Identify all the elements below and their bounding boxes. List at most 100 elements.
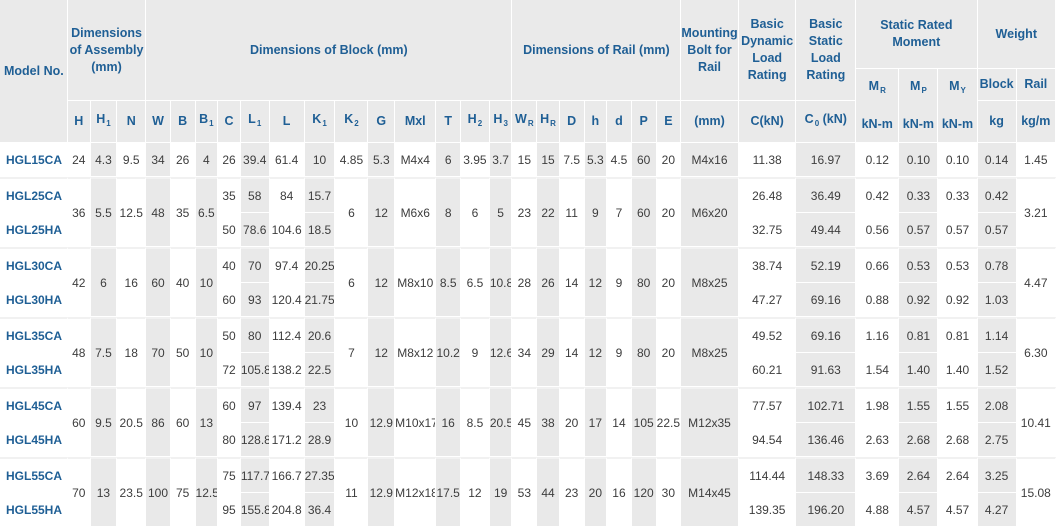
cell-n: 16 [117, 247, 147, 317]
cell-dyn: 60.21 [738, 353, 797, 387]
cell-l1: 97 [240, 387, 270, 423]
cell-rail_w: 6.30 [1016, 317, 1056, 387]
cell-h: 70 [67, 457, 91, 527]
cell-rail_w: 3.21 [1016, 177, 1056, 247]
cell-my: 1.55 [938, 387, 978, 423]
cell-rail_w: 10.41 [1016, 387, 1056, 457]
cell-c: 95 [218, 493, 241, 527]
cell-mr: 1.98 [856, 387, 900, 423]
table-row: HGL55CA 70 13 23.5 100 75 12.5 75 117.7 166.7 27.3… [0, 457, 1056, 527]
cell-l1: 70 [240, 247, 270, 283]
cell-k1: 28.9 [304, 423, 336, 457]
cell-p: 80 [631, 317, 657, 387]
cell-n: 9.5 [117, 143, 147, 177]
cell-l: 166.7 [269, 457, 305, 493]
cell-dyn: 47.27 [738, 283, 797, 317]
cell-n: 23.5 [117, 457, 147, 527]
header-g: G [368, 101, 396, 143]
header-static-unit: C0 (kN) [796, 101, 857, 143]
cell-my: 2.64 [938, 457, 978, 493]
cell-h3: 19 [489, 457, 513, 527]
cell-stat: 91.63 [796, 353, 857, 387]
cell-d: 14 [559, 247, 585, 317]
header-l: L [269, 101, 305, 143]
header-l1: L1 [240, 101, 270, 143]
cell-dyn: 38.74 [738, 247, 797, 283]
cell-t: 8 [436, 177, 461, 247]
cell-bolt: M6x20 [681, 177, 739, 247]
cell-k1: 15.7 [304, 177, 336, 213]
cell-h1: 6 [90, 247, 118, 317]
model-number-cell: HGL45HA [0, 423, 68, 457]
cell-hr: 26 [537, 247, 560, 317]
cell-block_w: 0.14 [977, 143, 1017, 177]
cell-b1: 10 [195, 247, 219, 317]
cell-mp: 1.55 [899, 387, 939, 423]
cell-mxl: M8x10 [395, 247, 437, 317]
cell-l1: 128.8 [240, 423, 270, 457]
cell-h2: 6.5 [461, 247, 490, 317]
model-number-cell: HGL25CA [0, 177, 68, 213]
cell-g: 5.3 [368, 143, 396, 177]
cell-block_w: 2.08 [977, 387, 1017, 423]
cell-h2: 6 [461, 177, 490, 247]
cell-l: 97.4 [269, 247, 305, 283]
cell-mr: 0.12 [856, 143, 900, 177]
cell-dyn: 11.38 [738, 143, 797, 177]
cell-stat: 148.33 [796, 457, 857, 493]
cell-block_w: 1.03 [977, 283, 1017, 317]
cell-p: 120 [631, 457, 657, 527]
cell-block_w: 3.25 [977, 457, 1017, 493]
header-h2: H2 [461, 101, 490, 143]
cell-g: 12 [368, 247, 396, 317]
header-dimensions-assembly: Dimensions of Assembly (mm) [67, 0, 147, 101]
header-d: D [559, 101, 585, 143]
cell-l1: 155.8 [240, 493, 270, 527]
header-mxl: Mxl [395, 101, 437, 143]
cell-t: 6 [436, 143, 461, 177]
cell-hr: 44 [537, 457, 560, 527]
cell-dyn: 114.44 [738, 457, 797, 493]
cell-dd: 4.5 [607, 143, 632, 177]
cell-dd: 14 [607, 387, 632, 457]
cell-d: 23 [559, 457, 585, 527]
cell-h: 42 [67, 247, 91, 317]
cell-stat: 16.97 [796, 143, 857, 177]
cell-l: 171.2 [269, 423, 305, 457]
header-static-moment: Static Rated Moment [856, 0, 978, 69]
cell-wr: 34 [512, 317, 538, 387]
header-dimensions-block: Dimensions of Block (mm) [146, 0, 513, 101]
cell-k1: 21.75 [304, 283, 336, 317]
cell-mp: 0.92 [899, 283, 939, 317]
cell-k1: 20.6 [304, 317, 336, 353]
cell-dyn: 49.52 [738, 317, 797, 353]
header-dynamic-unit: C(kN) [738, 101, 797, 143]
cell-wr: 53 [512, 457, 538, 527]
cell-block_w: 0.78 [977, 247, 1017, 283]
cell-dyn: 77.57 [738, 387, 797, 423]
cell-mr: 0.88 [856, 283, 900, 317]
cell-hh: 5.3 [584, 143, 608, 177]
header-c: C [218, 101, 241, 143]
cell-my: 1.40 [938, 353, 978, 387]
cell-hr: 29 [537, 317, 560, 387]
cell-w: 48 [146, 177, 171, 247]
cell-mp: 0.53 [899, 247, 939, 283]
cell-dyn: 139.35 [738, 493, 797, 527]
cell-h: 60 [67, 387, 91, 457]
cell-k2: 6 [335, 247, 369, 317]
cell-e: 22.5 [656, 387, 682, 457]
cell-h3: 5 [489, 177, 513, 247]
cell-h1: 7.5 [90, 317, 118, 387]
cell-mxl: M10x17 [395, 387, 437, 457]
header-h3: H3 [489, 101, 513, 143]
cell-l1: 58 [240, 177, 270, 213]
table-row: HGL45HA 80 128.8 171.2 28.9 94.54 136.46 2.63 2.… [0, 423, 1056, 457]
cell-t: 16 [436, 387, 461, 457]
header-mp: MP kN-m [899, 69, 939, 143]
cell-h1: 13 [90, 457, 118, 527]
cell-dd: 9 [607, 247, 632, 317]
model-number-cell: HGL55HA [0, 493, 68, 527]
cell-w: 70 [146, 317, 171, 387]
cell-dd: 7 [607, 177, 632, 247]
